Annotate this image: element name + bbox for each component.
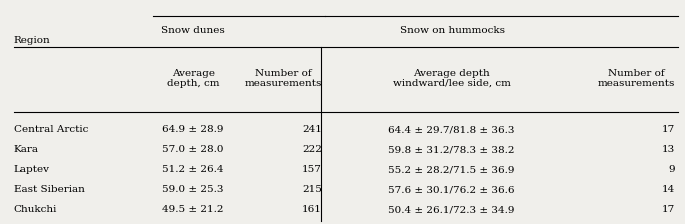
Text: Region: Region — [14, 36, 51, 45]
Text: 14: 14 — [662, 185, 675, 194]
Text: 55.2 ± 28.2/71.5 ± 36.9: 55.2 ± 28.2/71.5 ± 36.9 — [388, 165, 515, 174]
Text: East Siberian: East Siberian — [14, 185, 84, 194]
Text: Kara: Kara — [14, 145, 38, 154]
Text: 50.4 ± 26.1/72.3 ± 34.9: 50.4 ± 26.1/72.3 ± 34.9 — [388, 205, 515, 214]
Text: 9: 9 — [668, 165, 675, 174]
Text: 241: 241 — [302, 125, 322, 134]
Text: 49.5 ± 21.2: 49.5 ± 21.2 — [162, 205, 224, 214]
Text: 13: 13 — [662, 145, 675, 154]
Text: 161: 161 — [302, 205, 322, 214]
Text: 17: 17 — [662, 125, 675, 134]
Text: Number of
measurements: Number of measurements — [245, 69, 322, 88]
Text: Central Arctic: Central Arctic — [14, 125, 88, 134]
Text: 17: 17 — [662, 205, 675, 214]
Text: Snow dunes: Snow dunes — [161, 26, 225, 35]
Text: 57.6 ± 30.1/76.2 ± 36.6: 57.6 ± 30.1/76.2 ± 36.6 — [388, 185, 515, 194]
Text: Average depth
windward/lee side, cm: Average depth windward/lee side, cm — [393, 69, 510, 88]
Text: Number of
measurements: Number of measurements — [597, 69, 675, 88]
Text: 64.9 ± 28.9: 64.9 ± 28.9 — [162, 125, 224, 134]
Text: 57.0 ± 28.0: 57.0 ± 28.0 — [162, 145, 224, 154]
Text: 215: 215 — [302, 185, 322, 194]
Text: 59.0 ± 25.3: 59.0 ± 25.3 — [162, 185, 224, 194]
Text: 222: 222 — [302, 145, 322, 154]
Text: 59.8 ± 31.2/78.3 ± 38.2: 59.8 ± 31.2/78.3 ± 38.2 — [388, 145, 515, 154]
Text: 64.4 ± 29.7/81.8 ± 36.3: 64.4 ± 29.7/81.8 ± 36.3 — [388, 125, 515, 134]
Text: 51.2 ± 26.4: 51.2 ± 26.4 — [162, 165, 224, 174]
Text: 157: 157 — [302, 165, 322, 174]
Text: Chukchi: Chukchi — [14, 205, 57, 214]
Text: Average
depth, cm: Average depth, cm — [167, 69, 219, 88]
Text: Laptev: Laptev — [14, 165, 50, 174]
Text: Snow on hummocks: Snow on hummocks — [400, 26, 505, 35]
